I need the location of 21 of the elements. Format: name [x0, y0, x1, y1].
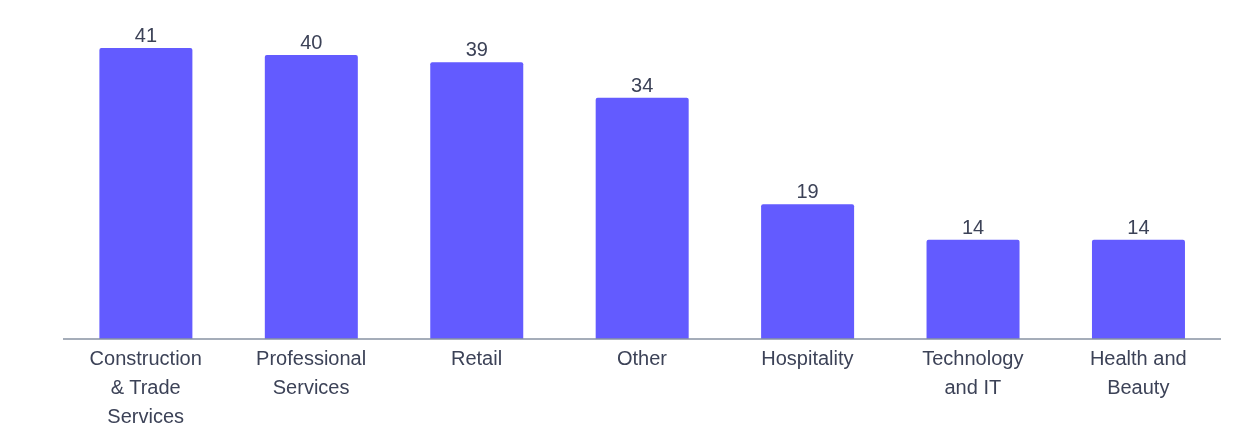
- x-tick-label: Other: [616, 347, 668, 369]
- x-tick-label: Professional Services: [256, 347, 367, 398]
- data-label: 34: [631, 73, 654, 96]
- bar: [595, 97, 689, 339]
- bar: [430, 62, 524, 339]
- x-tick-label: Technology and IT: [922, 347, 1024, 398]
- bar: [264, 55, 358, 339]
- data-label: 39: [465, 38, 488, 61]
- data-label: 19: [796, 180, 819, 203]
- data-label: 14: [1127, 215, 1150, 238]
- data-label: 41: [134, 24, 158, 46]
- bar: [926, 239, 1020, 339]
- x-tick-label: Construction & Trade Services: [89, 347, 202, 427]
- data-label: 14: [961, 215, 985, 238]
- bar: [1091, 239, 1185, 339]
- bar: [99, 48, 193, 339]
- data-label: 40: [300, 31, 323, 54]
- bar: [761, 204, 855, 339]
- x-tick-label: Health and Beauty: [1089, 347, 1187, 398]
- x-tick-label: Hospitality: [761, 347, 854, 369]
- x-tick-label: Retail: [451, 347, 503, 369]
